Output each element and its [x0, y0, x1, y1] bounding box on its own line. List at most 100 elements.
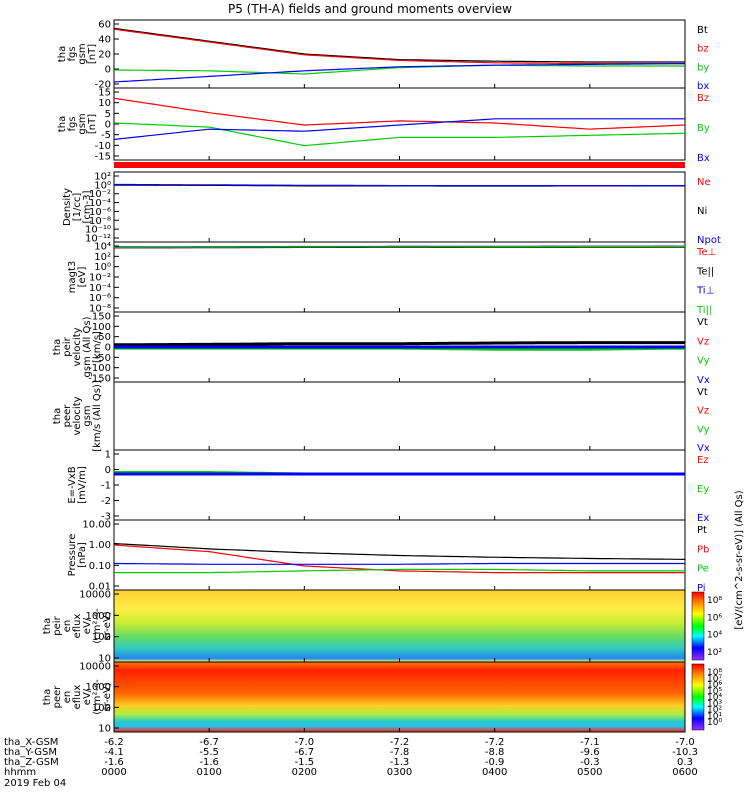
y-axis-label-line: [km/s] — [92, 331, 103, 363]
x-axis-value: -7.1 — [580, 737, 600, 748]
y-axis-label: thafgsgsm[nT] — [57, 113, 98, 134]
y-axis-label: thapeerenefluxeV/(cm²-s-sr-eV) — [42, 679, 113, 715]
y-tick-label: 60 — [98, 20, 111, 31]
y-tick-label: 100 — [92, 703, 111, 714]
y-axis-label-line: tha — [57, 46, 68, 62]
legend-entry: Vt — [697, 317, 708, 328]
x-axis-value: -0.3 — [580, 757, 600, 768]
y-axis-label-line: tha — [42, 689, 53, 705]
legend-entry: Ti⊥ — [696, 286, 714, 297]
colorbar-tick-label: 10⁶ — [707, 613, 722, 623]
x-axis-row: tha_Z-GSM -1.6 -1.6 -1.5 -1.3 -0.9 -0.3 0.3 — [4, 757, 693, 768]
y-axis-label-line: [mV/m] — [77, 466, 88, 504]
legend-entry: bz — [697, 44, 709, 55]
y-tick-label: 10² — [94, 172, 111, 183]
legend-entry: Te⊥ — [696, 247, 716, 258]
legend-entry: Vy — [697, 424, 710, 435]
series-group — [114, 341, 686, 351]
series-group — [114, 471, 685, 476]
legend-entry: Ey — [697, 484, 709, 495]
panel-frame — [113, 19, 686, 89]
y-axis-label-line: gsm — [77, 43, 88, 64]
y-axis-label-line: en — [62, 620, 73, 633]
panel-frame — [113, 87, 686, 161]
x-axis-value: 0300 — [387, 767, 412, 778]
y-tick-label: 10⁻⁸ — [89, 304, 111, 315]
y-tick-label: 10⁻² — [89, 273, 111, 284]
x-axis-value: -7.2 — [390, 737, 410, 748]
y-axis-label-line: [nT] — [87, 114, 98, 134]
x-axis-row: hhmm 0000 0100 0200 0300 0400 0500 0600 — [4, 767, 698, 778]
y-axis-label-line: sr-eV) — [102, 611, 113, 640]
y-tick-label: 10 — [98, 98, 111, 109]
legend-entry: Te|| — [696, 266, 714, 277]
legend-entry: Npot — [697, 235, 721, 246]
separator-bar — [114, 162, 685, 168]
y-tick-label: 50 — [98, 332, 111, 343]
y-axis-label-line: fgs — [67, 46, 78, 61]
colorbar-tick-label: 10³ — [707, 699, 722, 709]
series-line-Ti|| — [114, 245, 685, 248]
legend-entry: by — [697, 62, 709, 73]
y-tick-label: 10.00 — [82, 520, 111, 531]
x-axis-value: -1.6 — [104, 757, 124, 768]
x-axis-row-label: tha_Z-GSM — [4, 757, 59, 768]
colorbar-gradient — [691, 663, 705, 731]
y-axis-label-line: [km/s (All Qs)] — [92, 380, 103, 452]
colorbar-tick-label: 10⁴ — [707, 693, 722, 703]
x-axis-row-label: tha_X-GSM — [4, 737, 58, 748]
y-axis-label-line: gsm (All Qs) — [82, 316, 93, 377]
x-axis-value: -1.3 — [390, 757, 410, 768]
legend-entry: Vy — [697, 356, 710, 367]
y-axis-label-line: (cm²-s- — [92, 608, 103, 644]
series-line-By — [113, 122, 686, 147]
x-axis-value: -7.2 — [485, 737, 505, 748]
y-axis-label-line: [nT] — [87, 44, 98, 64]
colorbar-tick-label: 10⁸ — [707, 668, 722, 678]
y-axis-label-line: tha — [42, 618, 53, 634]
legend-entry: Bx — [697, 153, 710, 164]
y-tick-label: 0 — [105, 120, 111, 131]
y-axis-label-line: Density — [62, 188, 73, 226]
y-tick-label: 0 — [105, 343, 111, 354]
x-axis-value: 0400 — [482, 767, 507, 778]
y-tick-label: -3 — [101, 512, 111, 523]
spectrogram-image — [114, 590, 685, 662]
panel-peer_velocity: thapeervelocitygsm[km/s (All Qs)] Vt Vz Vy V… — [52, 380, 710, 454]
y-tick-label: 10 — [98, 724, 111, 735]
y-axis-label-line: E=-VxB — [67, 466, 78, 503]
y-tick-label: 10⁻⁸ — [89, 216, 111, 227]
colorbar-tick-label: 10² — [707, 648, 722, 658]
y-tick-label: 40 — [98, 35, 111, 46]
y-axis-label-line: [1/cc] — [72, 193, 83, 222]
y-tick-label: 10000 — [79, 590, 111, 601]
legend-entry: Ex — [697, 513, 709, 524]
y-axis-label-line: tha — [52, 408, 63, 424]
series-line-by — [114, 64, 685, 75]
y-axis-label-line: gsm — [77, 113, 88, 134]
y-axis-label: thafgsgsm[nT] — [57, 43, 98, 64]
y-tick-label: 1.00 — [89, 540, 111, 551]
series-line-Vt — [114, 341, 685, 347]
panel-frame — [113, 381, 686, 451]
y-tick-label: 0 — [105, 65, 111, 76]
series-line-Bx — [113, 118, 685, 141]
page-title: P5 (TH-A) fields and ground moments over… — [228, 2, 512, 16]
y-axis-label: thapeirvelocitygsm (All Qs)[km/s] — [52, 316, 103, 377]
y-tick-label: -20 — [95, 80, 111, 91]
y-axis-label-line: eV/ — [82, 688, 93, 705]
y-axis-label-line: velocity — [72, 396, 83, 435]
y-axis-label-line: eV/ — [82, 617, 93, 634]
y-axis-label-line: eflux — [72, 685, 83, 710]
legend-entry: Pi — [697, 583, 706, 594]
legend-entry: Vz — [697, 406, 709, 417]
x-axis-row: tha_Y-GSM -4.1 -5.5 -6.7 -7.8 -8.8 -9.6 -10.3 — [4, 747, 698, 758]
y-tick-label: 10⁻¹⁰ — [85, 225, 111, 236]
panel-temperature: 10⁴10²10⁰10⁻²10⁻⁴10⁻⁶10⁻⁸magt3[eV]Te⊥Te|… — [67, 241, 716, 316]
series-line-Bt — [113, 27, 685, 63]
series-line-Pb — [113, 544, 685, 574]
legend-entry: Ne — [697, 177, 711, 188]
